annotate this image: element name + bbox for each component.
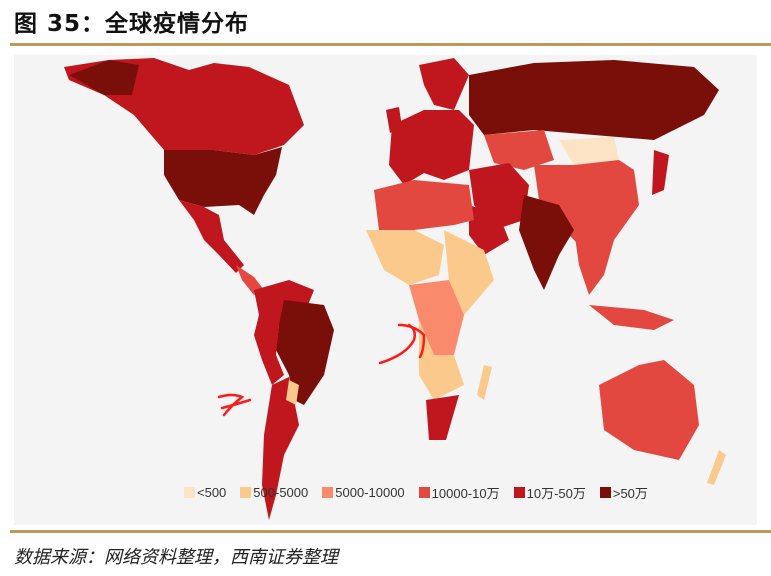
russia (469, 60, 719, 140)
legend-item: <500 (184, 483, 226, 502)
north-africa (374, 180, 474, 230)
south-africa (426, 395, 459, 440)
legend-label: >50万 (612, 486, 648, 501)
title-rule (10, 43, 771, 46)
usa (164, 147, 282, 215)
legend-swatch (322, 487, 334, 498)
india (519, 195, 574, 290)
southeast-asia (574, 230, 614, 295)
legend-swatch (599, 487, 611, 498)
scandinavia (419, 58, 469, 110)
australia (599, 360, 699, 460)
southern-africa (419, 320, 464, 400)
saudi-arabia (469, 205, 509, 255)
legend-item: 5000-10000 (322, 483, 405, 502)
central-africa (409, 280, 464, 355)
kazakhstan-central-asia (484, 130, 554, 170)
legend-label: 10万-50万 (526, 486, 586, 501)
legend-item: 10000-10万 (418, 483, 500, 502)
madagascar (477, 365, 492, 400)
world-map (14, 55, 757, 525)
argentina-chile (262, 377, 299, 520)
legend-swatch (240, 487, 252, 498)
paraguay (286, 380, 299, 405)
figure-title: 图 35：全球疫情分布 (14, 11, 250, 37)
legend-label: 5000-10000 (335, 485, 405, 500)
legend-swatch (184, 487, 195, 498)
uk (386, 107, 402, 133)
legend-label: <500 (197, 485, 227, 500)
indonesia (589, 305, 674, 330)
legend-label: 10000-10万 (431, 486, 500, 501)
legend-item: >50万 (599, 483, 648, 502)
legend-swatch (418, 487, 430, 498)
source-rule (10, 530, 771, 533)
central-america (236, 265, 264, 295)
annotation-arrow-south-america (217, 393, 252, 417)
west-africa (366, 230, 444, 285)
mexico (179, 200, 244, 273)
new-zealand (707, 450, 726, 485)
legend-item: 500-5000 (240, 483, 308, 502)
legend-label: 500-5000 (253, 485, 309, 500)
east-africa (444, 230, 494, 315)
japan (652, 150, 669, 195)
mongolia (559, 137, 619, 165)
peru-bolivia (254, 315, 284, 385)
source-note: 数据来源：网络资料整理，西南证券整理 (14, 547, 338, 568)
legend-item: 10万-50万 (513, 483, 586, 502)
europe (389, 110, 474, 185)
annotation-arrow-africa (378, 323, 426, 365)
legend-swatch (513, 487, 525, 498)
brazil (276, 300, 334, 405)
alaska (69, 60, 139, 95)
map-legend: <500 500-5000 5000-10000 10000-10万 10万-5… (184, 483, 648, 502)
